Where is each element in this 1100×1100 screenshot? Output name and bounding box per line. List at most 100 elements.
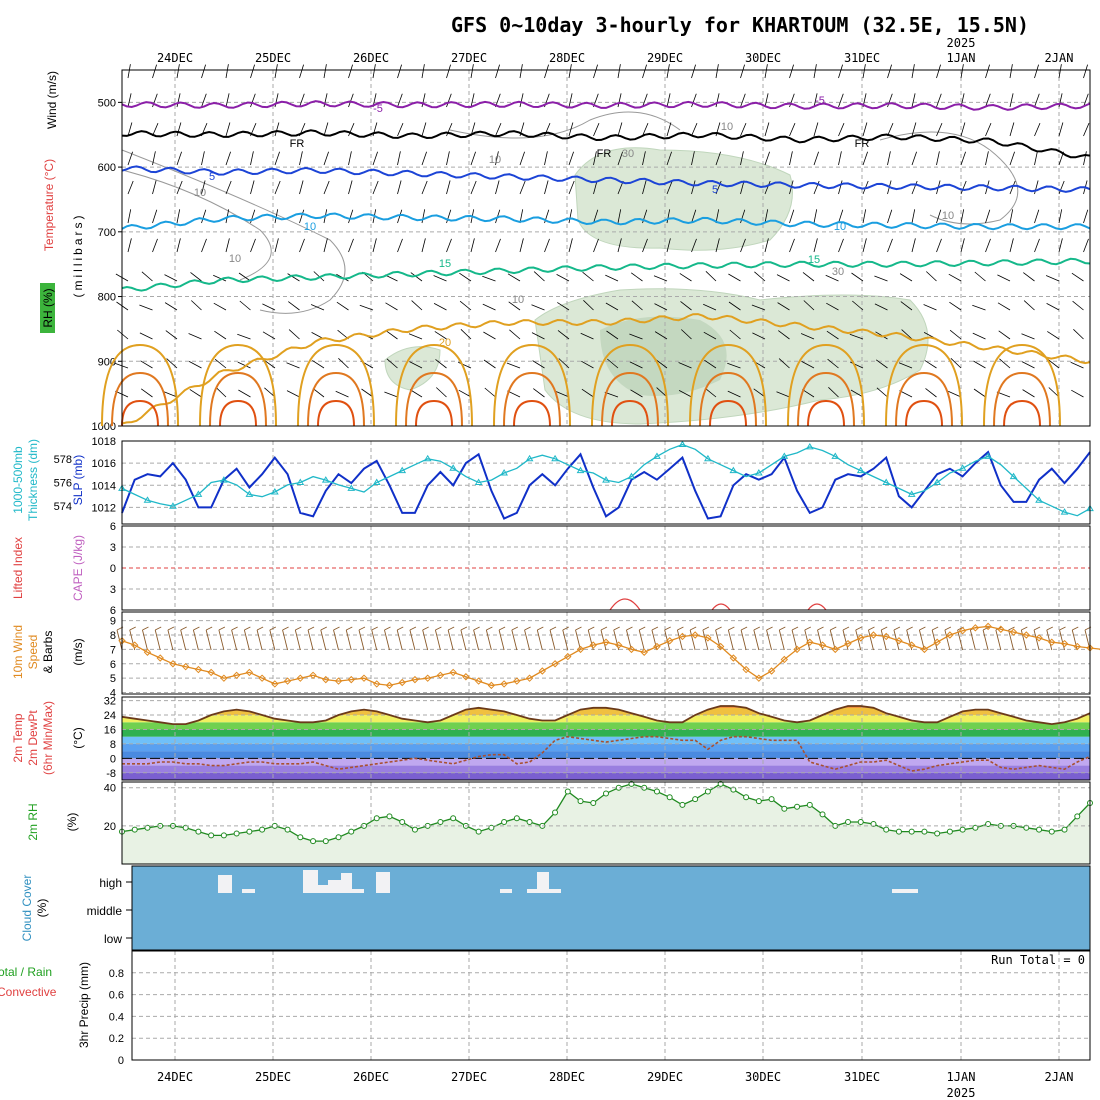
wind-barb (458, 389, 472, 398)
wind-barb (225, 238, 230, 253)
rh-marker (131, 826, 138, 833)
wind-barb (114, 362, 129, 369)
wind-barb-10m (549, 629, 556, 651)
thick-marker (907, 490, 916, 497)
wind-barb-10m (511, 629, 518, 651)
wind-barb-flag (244, 626, 251, 631)
wind-barb (789, 209, 795, 224)
rh-marker (450, 815, 457, 822)
wind-barb (911, 64, 915, 79)
wind-marker (716, 642, 725, 651)
rh-marker (552, 809, 559, 816)
wind-barb (312, 388, 325, 398)
thick-marker (576, 466, 585, 474)
temp-band (122, 772, 1090, 780)
rh-marker (959, 826, 966, 833)
wind-barb (214, 330, 227, 340)
temp-band (122, 751, 1090, 759)
wind-barb (127, 238, 132, 253)
wind-barb (287, 273, 300, 282)
wind-marker (373, 680, 381, 688)
wind-marker (385, 681, 394, 690)
wind-barb (666, 151, 672, 166)
wind-marker (589, 641, 597, 649)
date-top-7: 31DEC (844, 51, 880, 65)
thick-marker (143, 496, 152, 503)
wind-barb (630, 272, 643, 282)
wind-barb-10m (995, 629, 1002, 651)
wind-barb (813, 151, 819, 166)
series-temp (121, 705, 1091, 726)
thick-marker (525, 454, 534, 462)
wind-barb (740, 122, 747, 137)
wind-barb-10m (371, 629, 378, 651)
wind-barb-flag (486, 626, 493, 631)
wind-barb (435, 359, 447, 369)
wind-barb (397, 93, 403, 108)
rh-marker (144, 824, 151, 831)
rh-contour-1 (121, 169, 272, 281)
wind-barb (127, 151, 133, 166)
wind-barb (838, 122, 845, 137)
wind-barb (666, 64, 670, 79)
cloud-level-middle: middle (87, 904, 123, 918)
p1-ytick: 600 (98, 162, 116, 174)
wind-marker (474, 677, 483, 685)
wind-barb (838, 180, 843, 195)
wind-barb-10m (180, 629, 187, 651)
wind-marker (436, 671, 445, 680)
warm-contour (405, 371, 463, 427)
wind-barb (459, 300, 472, 311)
temp-band (122, 729, 1090, 737)
wind-barb (778, 358, 790, 369)
wind-barb (617, 122, 623, 137)
warm-contour (807, 399, 845, 427)
wind-marker (615, 641, 623, 649)
wind-barb-10m (460, 629, 467, 651)
wind-barb (421, 122, 427, 137)
wind-barb (519, 180, 526, 195)
date-top-8: 1JAN (947, 51, 976, 65)
wind-barb (985, 122, 992, 137)
cloud-level-low: low (104, 932, 122, 946)
wind-barb (557, 330, 570, 340)
wind-barb-flag (549, 626, 557, 631)
date-bottom-9: 2JAN (1045, 1070, 1074, 1084)
wind-barb (225, 151, 231, 166)
p1-ytick: 800 (98, 292, 116, 304)
wind-barb-10m (294, 629, 301, 651)
isotherm-label: 20 (439, 337, 451, 349)
date-axis-bottom: 24DEC 25DEC 26DEC 27DEC 28DEC 29DEC 30DEC 31DEC… (157, 1070, 1074, 1084)
wind-barb-10m (689, 629, 696, 651)
wind-barb (1022, 389, 1035, 398)
wind-marker (997, 625, 1005, 633)
wind-barb (1034, 209, 1040, 224)
wind-barb (727, 362, 741, 369)
wind-barb (348, 238, 354, 253)
wind-barb (482, 275, 496, 282)
wind-barb-10m (1033, 629, 1040, 651)
wind-barb (250, 151, 254, 166)
wind-barb (225, 64, 229, 79)
cloud-gap (318, 885, 328, 893)
wind-barb (201, 151, 205, 166)
wind-marker (767, 667, 776, 675)
wind-barb-flag (422, 626, 429, 631)
wind-barb-10m (600, 629, 607, 651)
wind-barb (484, 387, 496, 398)
wind-barb (642, 180, 647, 195)
wind-barb (495, 122, 502, 137)
wind-barb (152, 64, 157, 79)
rh-marker (781, 805, 788, 812)
temp-tick: 24 (104, 710, 116, 722)
wind-barb (862, 151, 868, 166)
cloud-gap (549, 889, 561, 893)
wind-barb-flag (906, 626, 913, 631)
wind-barb-flag (435, 626, 442, 631)
wind-barb (617, 151, 623, 166)
wind-barb (397, 64, 402, 79)
p7-label-1: (%) (35, 899, 49, 918)
p3-label-li: Lifted Index (11, 537, 25, 599)
wind-barb (152, 238, 158, 253)
warm-contour (905, 399, 943, 427)
